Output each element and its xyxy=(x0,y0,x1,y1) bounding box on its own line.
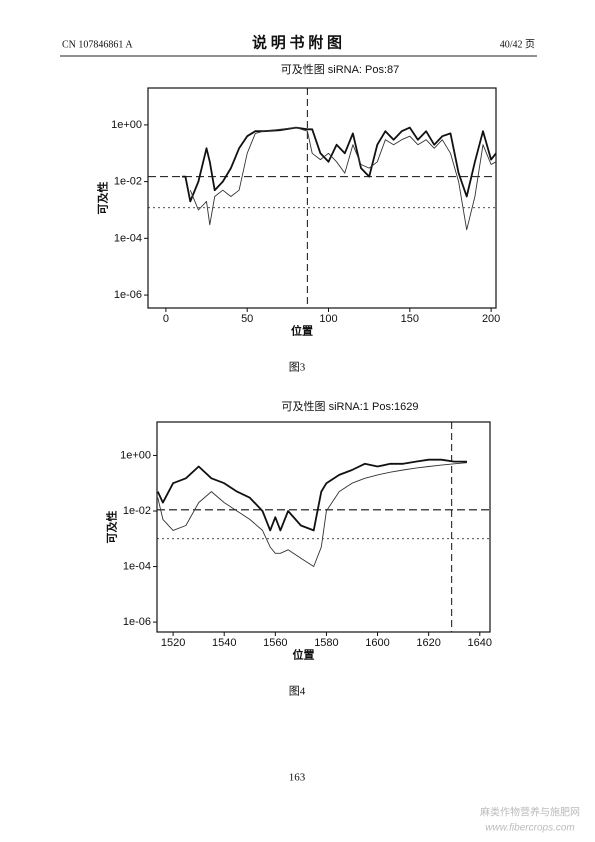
header-left: CN 107846861 A xyxy=(62,39,133,50)
watermark-url: www.fibercrops.com xyxy=(485,823,574,834)
chart-title: 可及性图 siRNA:1 Pos:1629 xyxy=(282,399,419,413)
series-line xyxy=(189,127,497,231)
x-tick-label: 1540 xyxy=(212,637,236,649)
chart-title: 可及性图 siRNA: Pos:87 xyxy=(281,62,400,76)
y-tick-label: 1e+00 xyxy=(120,449,151,461)
y-tick-label: 1e-04 xyxy=(123,560,151,572)
header-title: 说 明 书 附 图 xyxy=(252,33,342,51)
series-line xyxy=(182,126,497,203)
x-tick-label: 1600 xyxy=(365,637,389,649)
x-tick-label: 1520 xyxy=(161,637,185,649)
x-tick-label: 1620 xyxy=(416,637,440,649)
y-tick-label: 1e-06 xyxy=(114,289,142,301)
x-tick-label: 200 xyxy=(482,313,500,325)
x-tick-label: 0 xyxy=(163,313,169,325)
y-tick-label: 1e-02 xyxy=(114,176,142,188)
y-tick-label: 1e+00 xyxy=(111,119,142,131)
series-line xyxy=(157,462,468,567)
plot-frame xyxy=(156,421,491,633)
x-tick-label: 50 xyxy=(241,313,253,325)
watermark-name: 麻类作物营养与施肥网 xyxy=(480,806,580,819)
y-tick-label: 1e-04 xyxy=(114,232,142,244)
series-line xyxy=(156,458,467,532)
y-tick-label: 1e-02 xyxy=(123,505,151,517)
page-number: 163 xyxy=(289,772,306,784)
header-right: 40/42 页 xyxy=(500,38,535,50)
x-tick-label: 1640 xyxy=(468,637,492,649)
y-tick-label: 1e-06 xyxy=(123,616,151,628)
caption: 图4 xyxy=(289,685,306,698)
x-axis-label: 位置 xyxy=(293,648,315,662)
x-tick-label: 1560 xyxy=(263,637,287,649)
x-tick-label: 150 xyxy=(401,313,419,325)
y-axis-label: 可及性 xyxy=(96,182,110,215)
caption: 图3 xyxy=(289,361,306,374)
x-axis-label: 位置 xyxy=(291,324,313,338)
x-tick-label: 1580 xyxy=(314,637,338,649)
x-tick-label: 100 xyxy=(319,313,337,325)
y-axis-label: 可及性 xyxy=(105,511,119,544)
plot-frame xyxy=(147,87,497,309)
